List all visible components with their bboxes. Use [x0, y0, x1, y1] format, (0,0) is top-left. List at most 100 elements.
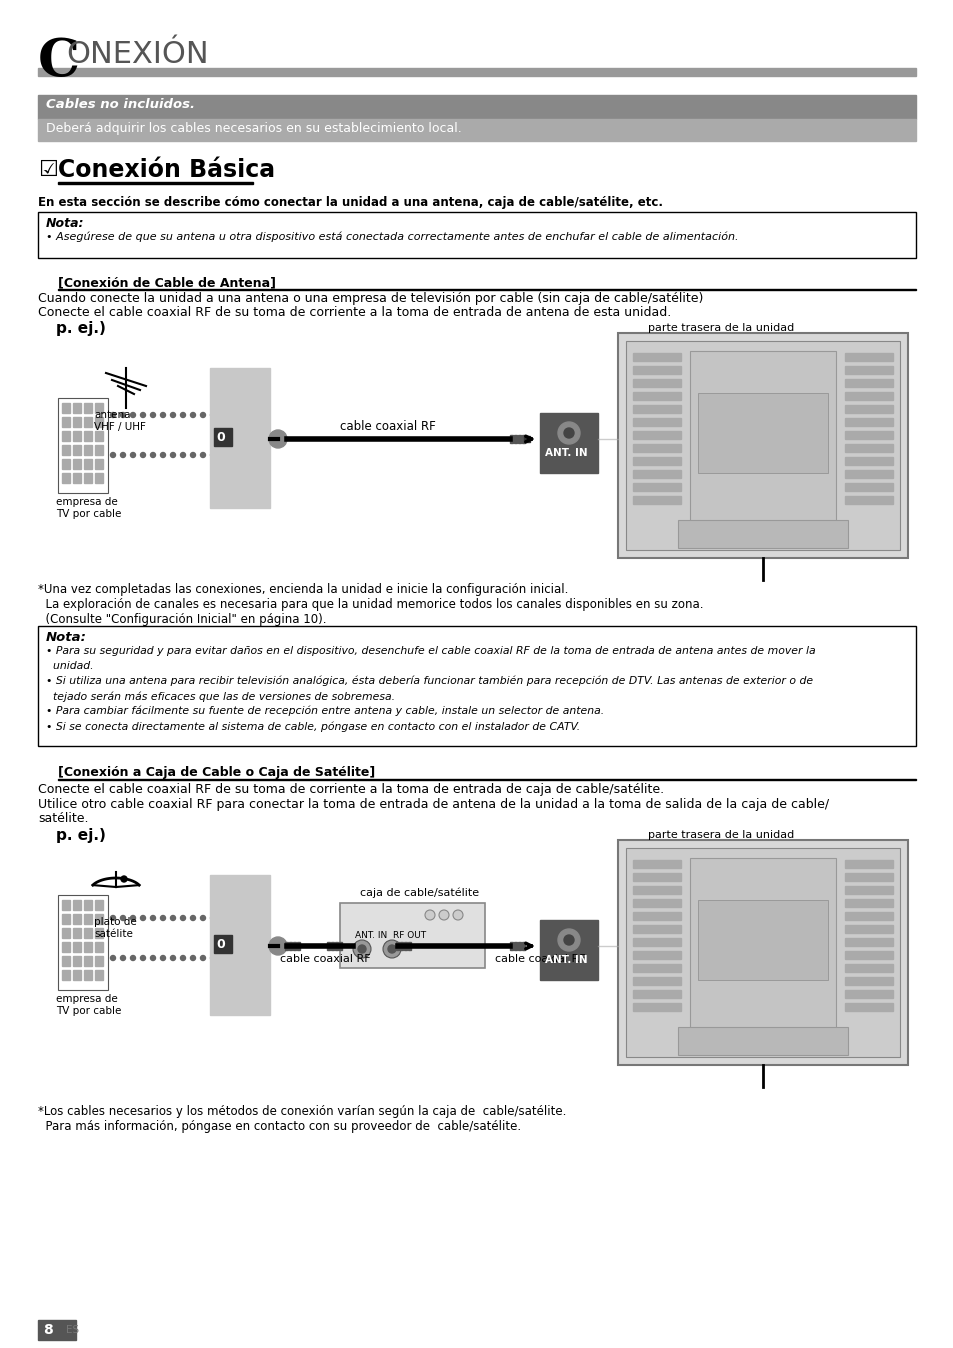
Bar: [633, 404, 680, 412]
Bar: [95, 445, 103, 456]
Circle shape: [180, 412, 185, 418]
Bar: [844, 367, 892, 373]
Circle shape: [231, 956, 235, 961]
Bar: [844, 353, 892, 361]
Text: • Si utiliza una antena para recibir televisión analógica, ésta debería funciona: • Si utiliza una antena para recibir tel…: [46, 675, 812, 686]
Text: ONEXIÓN: ONEXIÓN: [66, 40, 209, 69]
Bar: [517, 942, 520, 950]
Bar: [844, 950, 892, 958]
Bar: [633, 899, 680, 907]
Circle shape: [120, 412, 126, 418]
Circle shape: [424, 910, 435, 919]
Bar: [399, 942, 402, 950]
Text: • Para cambiar fácilmente su fuente de recepción entre antena y cable, instale u: • Para cambiar fácilmente su fuente de r…: [46, 706, 603, 717]
Text: Conexión Básica: Conexión Básica: [58, 158, 274, 182]
Circle shape: [200, 412, 205, 418]
Bar: [95, 403, 103, 412]
Bar: [58, 182, 253, 183]
Circle shape: [563, 936, 574, 945]
Circle shape: [269, 937, 287, 954]
Bar: [331, 942, 334, 950]
Bar: [844, 964, 892, 972]
Bar: [84, 900, 91, 910]
Circle shape: [131, 453, 135, 457]
Bar: [58, 895, 108, 989]
Bar: [633, 496, 680, 504]
Bar: [844, 913, 892, 919]
Circle shape: [131, 915, 135, 921]
Circle shape: [191, 412, 195, 418]
Bar: [618, 333, 907, 558]
Bar: [95, 956, 103, 967]
Circle shape: [140, 453, 146, 457]
Text: plato de: plato de: [94, 917, 136, 927]
Bar: [210, 875, 270, 1015]
Bar: [73, 942, 81, 952]
Text: 8: 8: [43, 1322, 52, 1337]
Bar: [84, 942, 91, 952]
Text: Conecte el cable coaxial RF de su toma de corriente a la toma de entrada de caja: Conecte el cable coaxial RF de su toma d…: [38, 783, 663, 797]
Text: Utilice otro cable coaxial RF para conectar la toma de entrada de antena de la u: Utilice otro cable coaxial RF para conec…: [38, 798, 828, 811]
Circle shape: [200, 453, 205, 457]
Bar: [633, 938, 680, 946]
Bar: [335, 942, 337, 950]
Circle shape: [220, 453, 225, 457]
Circle shape: [160, 915, 165, 921]
Circle shape: [140, 956, 146, 961]
Text: Nota:: Nota:: [46, 631, 87, 644]
Circle shape: [171, 915, 175, 921]
Bar: [38, 119, 915, 142]
Circle shape: [240, 412, 245, 418]
Bar: [95, 900, 103, 910]
Bar: [62, 403, 70, 412]
Text: Nota:: Nota:: [46, 217, 85, 231]
Bar: [84, 956, 91, 967]
Circle shape: [121, 876, 127, 882]
Bar: [38, 625, 915, 745]
Bar: [625, 848, 899, 1057]
Bar: [62, 900, 70, 910]
Bar: [844, 392, 892, 400]
Bar: [62, 445, 70, 456]
Circle shape: [151, 956, 155, 961]
Bar: [618, 840, 907, 1065]
Bar: [633, 418, 680, 426]
Circle shape: [120, 915, 126, 921]
Bar: [395, 942, 398, 950]
Bar: [844, 379, 892, 387]
Circle shape: [211, 453, 215, 457]
Bar: [510, 942, 513, 950]
Bar: [73, 900, 81, 910]
Bar: [633, 443, 680, 452]
Bar: [285, 942, 288, 950]
Circle shape: [191, 956, 195, 961]
Bar: [73, 445, 81, 456]
Bar: [698, 900, 827, 980]
Bar: [73, 460, 81, 469]
Circle shape: [140, 915, 146, 921]
Bar: [844, 418, 892, 426]
Circle shape: [120, 956, 126, 961]
Bar: [95, 431, 103, 441]
Circle shape: [231, 915, 235, 921]
Bar: [62, 971, 70, 980]
Circle shape: [211, 915, 215, 921]
Bar: [84, 460, 91, 469]
Bar: [689, 857, 835, 1033]
Bar: [213, 429, 232, 446]
Bar: [84, 927, 91, 938]
Bar: [844, 496, 892, 504]
Bar: [514, 435, 517, 443]
Circle shape: [200, 915, 205, 921]
Bar: [633, 950, 680, 958]
Bar: [844, 470, 892, 479]
Text: p. ej.): p. ej.): [56, 321, 106, 336]
Bar: [38, 1320, 76, 1340]
Text: parte trasera de la unidad: parte trasera de la unidad: [647, 324, 794, 333]
Text: antena: antena: [94, 410, 131, 421]
Bar: [58, 398, 108, 493]
Circle shape: [180, 915, 185, 921]
Bar: [73, 914, 81, 923]
Bar: [38, 212, 915, 257]
Bar: [95, 971, 103, 980]
